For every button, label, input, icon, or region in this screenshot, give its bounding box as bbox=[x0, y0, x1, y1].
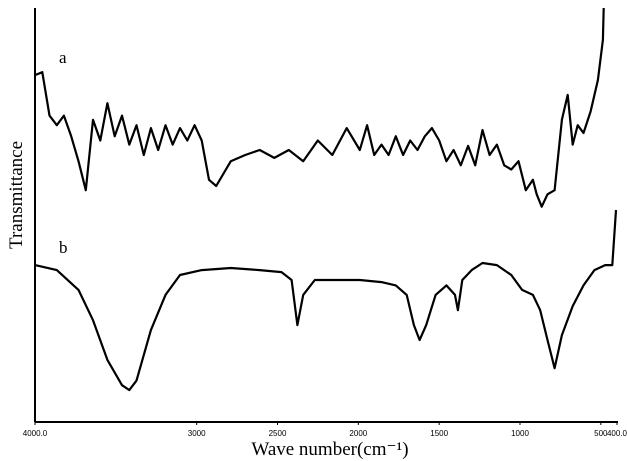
series-label: a bbox=[59, 48, 67, 67]
x-tick-label: 1500 bbox=[430, 429, 448, 438]
x-tick-label: 2500 bbox=[269, 429, 287, 438]
x-tick-label: 1000 bbox=[511, 429, 529, 438]
x-tick-label: 400.0 bbox=[607, 429, 627, 438]
x-tick-label: 4000.0 bbox=[23, 429, 48, 438]
x-axis-label: Wave number(cm⁻¹) bbox=[251, 439, 408, 460]
spectrum-line bbox=[34, 7, 605, 208]
x-tick-label: 500 bbox=[594, 429, 608, 438]
x-tick-label: 2000 bbox=[349, 429, 367, 438]
y-axis-label: Transmittance bbox=[6, 141, 27, 249]
x-tick-label: 3000 bbox=[188, 429, 206, 438]
spectrum-line bbox=[34, 209, 618, 392]
series-label: b bbox=[59, 238, 68, 257]
